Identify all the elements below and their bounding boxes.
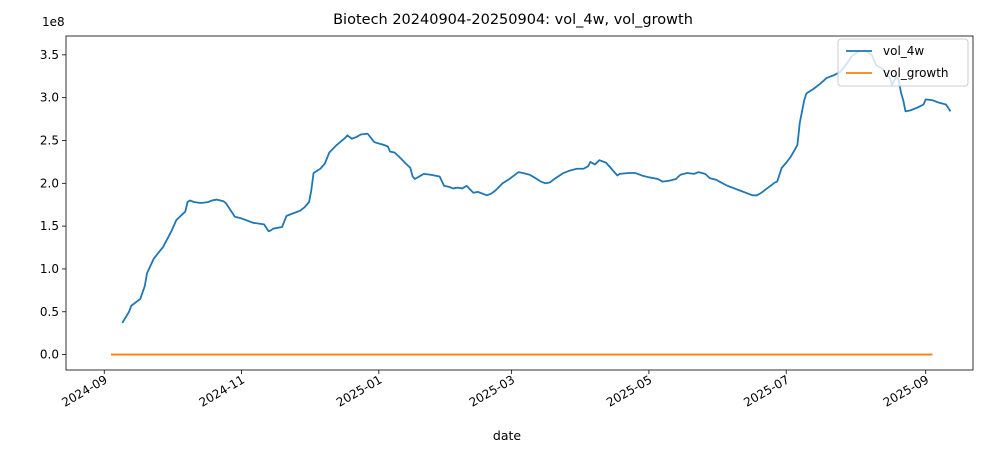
y-tick-label: 0.5 — [40, 305, 59, 319]
y-tick-label: 1.0 — [40, 262, 59, 276]
y-tick-label: 0.0 — [40, 348, 59, 362]
y-offset-text: 1e8 — [42, 15, 65, 29]
chart-title: Biotech 20240904-20250904: vol_4w, vol_g… — [333, 12, 693, 28]
y-tick-label: 2.5 — [40, 133, 59, 147]
legend-label-vol-4w: vol_4w — [883, 44, 924, 58]
legend-label-vol-growth: vol_growth — [883, 66, 949, 80]
y-tick-label: 3.5 — [40, 48, 59, 62]
y-tick-label: 2.0 — [40, 176, 59, 190]
plot-frame — [65, 35, 974, 371]
series-line-vol-4w — [121, 49, 952, 324]
y-tick-label: 3.0 — [40, 91, 59, 105]
y-tick-label: 1.5 — [40, 219, 59, 233]
legend: vol_4w vol_growth — [837, 38, 969, 87]
x-axis-label: date — [493, 428, 521, 443]
